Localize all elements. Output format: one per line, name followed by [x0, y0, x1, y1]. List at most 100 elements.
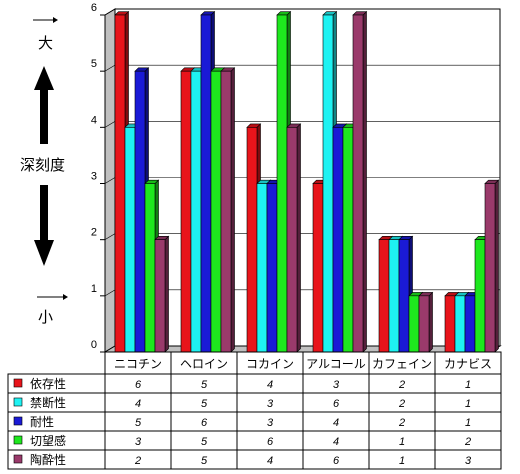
- bar-side: [428, 291, 433, 353]
- bar-front: [388, 239, 400, 353]
- data-label-3-0: 3: [135, 436, 142, 448]
- legend-label-1: 禁断性: [30, 395, 66, 410]
- data-label-0-0: 6: [135, 379, 142, 391]
- bar-side: [230, 67, 235, 353]
- bar-side: [164, 235, 169, 353]
- bar-front: [454, 295, 466, 353]
- bars: [114, 10, 500, 353]
- data-label-4-2: 4: [267, 455, 273, 467]
- bar-front: [286, 127, 298, 353]
- bar-1-4: [220, 67, 236, 353]
- data-label-3-2: 6: [267, 436, 274, 448]
- legend-swatch-2: [13, 416, 23, 426]
- y-tick-label-3: 3: [91, 171, 97, 183]
- data-label-2-0: 5: [135, 417, 142, 429]
- bar-front: [154, 239, 166, 353]
- bar-front: [474, 239, 486, 353]
- data-label-3-4: 1: [399, 436, 405, 448]
- y-tick-label-2: 2: [91, 227, 97, 239]
- data-label-3-5: 2: [464, 436, 471, 448]
- bar-front: [418, 295, 430, 353]
- bar-front: [256, 183, 268, 353]
- bottom-label: 小: [38, 308, 53, 326]
- legend-swatch-0: [13, 378, 23, 388]
- bar-5-4: [484, 179, 500, 353]
- legend-cell-2: [7, 411, 106, 432]
- category-label-1: ヘロイン: [180, 357, 228, 371]
- bar-front: [332, 127, 344, 353]
- data-label-1-1: 5: [201, 398, 208, 410]
- legend-label-2: 耐性: [30, 415, 54, 429]
- bar-front: [352, 14, 364, 353]
- legend-label-4: 陶酔性: [30, 452, 66, 467]
- data-label-1-4: 2: [398, 398, 405, 410]
- bar-0-4: [154, 235, 170, 353]
- data-label-4-1: 5: [201, 455, 208, 467]
- data-cell-4-5: [434, 449, 502, 470]
- down-arrow-head: [34, 240, 54, 266]
- y-axis-ticks: 0 1 2 3 4 5 6: [91, 2, 106, 353]
- data-label-2-3: 4: [333, 417, 339, 429]
- bar-front: [464, 295, 476, 353]
- bar-front: [190, 70, 202, 353]
- data-label-4-0: 2: [134, 455, 141, 467]
- data-label-3-3: 4: [333, 436, 339, 448]
- data-label-1-0: 4: [135, 398, 141, 410]
- bar-side: [296, 123, 301, 353]
- data-label-4-5: 3: [465, 455, 472, 467]
- bar-front: [378, 239, 390, 353]
- top-arrow-head: [53, 17, 58, 23]
- data-label-1-5: 1: [465, 398, 471, 410]
- category-label-2: コカイン: [246, 357, 294, 371]
- gridline-side-1: [104, 289, 116, 297]
- bar-front: [322, 14, 334, 353]
- bar-front: [246, 127, 258, 353]
- legend-label-0: 依存性: [30, 376, 66, 391]
- bar-front: [342, 127, 354, 353]
- y-tick-label-6: 6: [91, 2, 97, 14]
- bar-side: [362, 10, 367, 353]
- y-tick-label-4: 4: [91, 114, 97, 126]
- legend-label-3: 切望感: [30, 433, 66, 448]
- severity-label: 深刻度: [20, 156, 65, 174]
- bar-front: [124, 127, 136, 353]
- data-label-0-4: 2: [398, 379, 405, 391]
- up-arrow-shaft: [40, 89, 48, 144]
- y-tick-label-1: 1: [91, 283, 97, 295]
- gridline-side-5: [104, 64, 116, 72]
- bar-front: [114, 14, 126, 353]
- bar-front: [444, 295, 456, 353]
- data-label-1-2: 3: [267, 398, 274, 410]
- bar-front: [134, 70, 146, 353]
- gridline-side-6: [104, 8, 116, 16]
- bar-front: [398, 239, 410, 353]
- data-label-2-4: 2: [398, 417, 405, 429]
- bar-front: [266, 183, 278, 353]
- y-tick-label-5: 5: [91, 58, 97, 70]
- bar-front: [220, 70, 232, 353]
- legend-swatch-3: [13, 435, 23, 445]
- data-label-2-2: 3: [267, 417, 274, 429]
- gridlines: [104, 8, 500, 297]
- data-label-0-5: 1: [465, 379, 471, 391]
- bar-front: [210, 70, 222, 353]
- bar-2-4: [286, 123, 302, 353]
- data-label-0-3: 3: [333, 379, 340, 391]
- bar-side: [494, 179, 499, 353]
- data-label-2-1: 6: [201, 417, 208, 429]
- bar-3-4: [352, 10, 368, 353]
- data-label-3-1: 5: [201, 436, 208, 448]
- category-label-5: カナビス: [444, 357, 492, 371]
- data-label-0-1: 5: [201, 379, 208, 391]
- data-label-1-3: 6: [333, 398, 340, 410]
- gridline-side-2: [104, 233, 116, 240]
- bar-front: [180, 70, 192, 353]
- gridline-side-4: [104, 121, 116, 128]
- bar-front: [144, 183, 156, 353]
- category-label-4: カフェイン: [372, 357, 432, 371]
- bar-front: [200, 14, 212, 353]
- data-label-2-5: 1: [465, 417, 471, 429]
